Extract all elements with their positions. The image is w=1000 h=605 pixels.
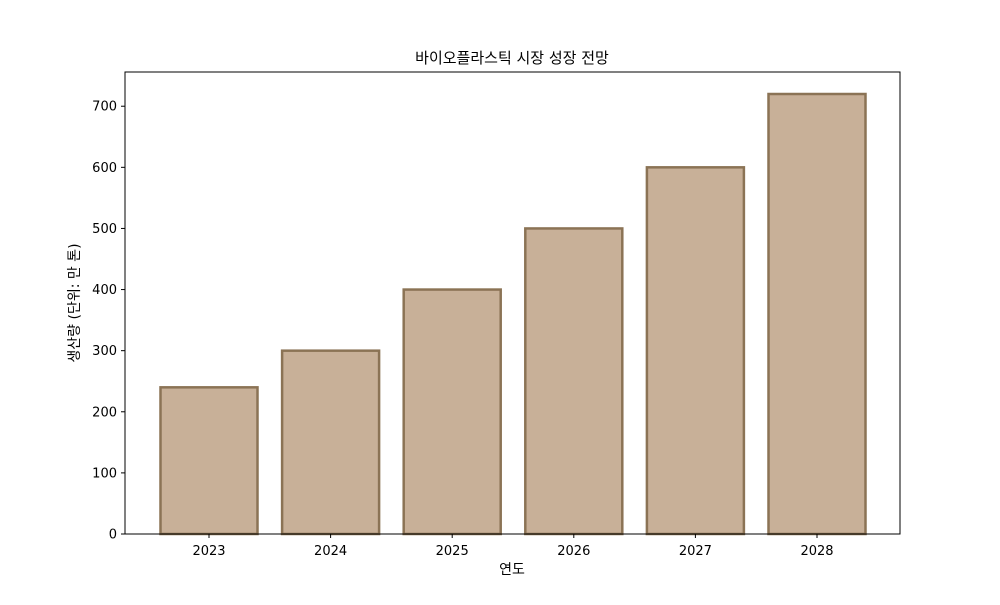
x-tick-label-2023: 2023	[192, 544, 225, 559]
y-tick-label-600: 600	[92, 161, 117, 176]
bar-2023	[159, 386, 259, 536]
bars-group	[159, 92, 867, 536]
y-tick-label-500: 500	[92, 222, 117, 237]
x-tick-label-2027: 2027	[679, 544, 712, 559]
y-tick-label-300: 300	[92, 344, 117, 359]
x-axis-label: 연도	[499, 562, 525, 578]
y-tick-label-400: 400	[92, 283, 117, 298]
y-tick-label-700: 700	[92, 100, 117, 115]
bar-2025	[402, 288, 502, 536]
y-tick-label-0: 0	[109, 528, 117, 543]
bar-2024	[280, 349, 381, 536]
y-tick-label-200: 200	[92, 405, 117, 420]
chart-title: 바이오플라스틱 시장 성장 전망	[415, 49, 609, 67]
y-tick-label-100: 100	[92, 466, 117, 481]
bar-2027	[645, 166, 746, 536]
x-axis: 2023 2024 2025 2026 2027 2028	[192, 534, 834, 559]
bar-2026	[524, 227, 624, 536]
plot-frame	[124, 71, 901, 535]
y-axis: 0 100 200 300 400 500 600 700	[92, 100, 125, 543]
x-tick-label-2024: 2024	[314, 544, 347, 559]
x-tick-label-2026: 2026	[557, 544, 590, 559]
x-tick-label-2028: 2028	[800, 544, 833, 559]
x-tick-label-2025: 2025	[436, 544, 469, 559]
bar-2028	[767, 92, 867, 536]
y-axis-label: 생산량 (단위: 만 톤)	[67, 243, 83, 362]
